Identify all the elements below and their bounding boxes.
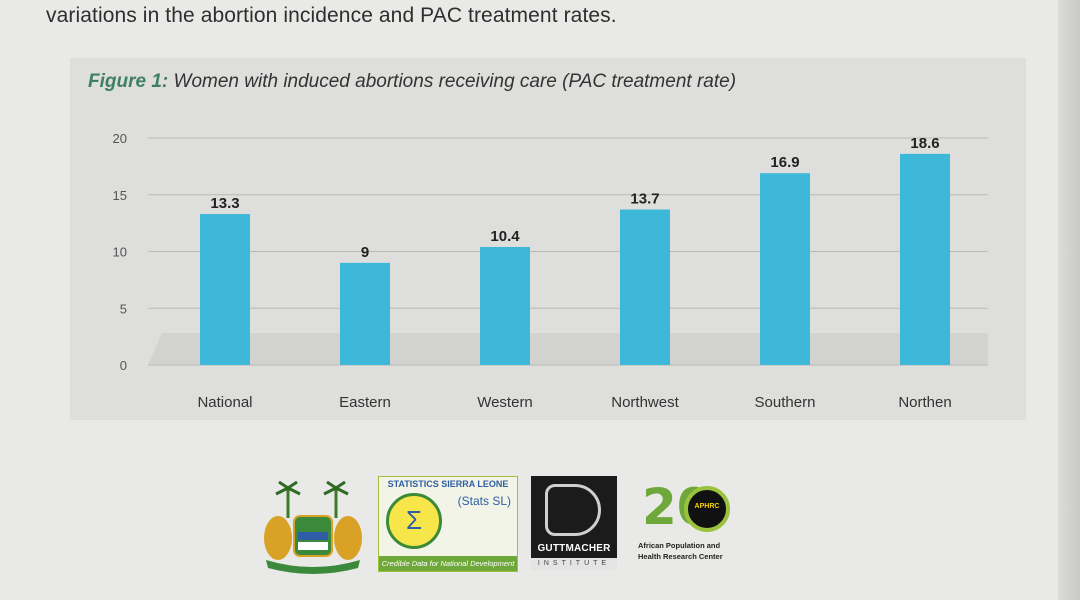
stats-sl-tagline: Credible Data for National Development [379,556,517,571]
figure-caption: Figure 1: Women with induced abortions r… [88,71,736,93]
figure-caption-text: Women with induced abortions receiving c… [173,71,737,92]
page-edge [1058,0,1080,600]
bar [480,246,530,365]
guttmacher-sub: INSTITUTE [531,558,617,570]
x-category-label: Southern [755,394,816,411]
x-category-label: Northen [898,394,951,411]
guttmacher-mark-icon [545,484,601,536]
stats-sl-title: STATISTICS SIERRA LEONE [387,479,509,489]
logo-strip: STATISTICS SIERRA LEONE (Stats SL) Σ Cre… [0,440,1080,600]
bar-value-label: 13.7 [630,191,659,208]
stats-sl-seal-icon: Σ [386,493,442,549]
y-tick-label: 5 [120,301,127,316]
bar [200,214,250,365]
bar [620,209,670,365]
bar [340,262,390,365]
stats-sl-abbr: (Stats SL) [457,494,511,508]
bar-value-label: 9 [361,244,369,261]
guttmacher-name: GUTTMACHER [537,543,611,554]
y-tick-label: 0 [120,358,127,373]
guttmacher-logo: GUTTMACHER INSTITUTE [531,476,617,570]
bar-chart: 0 5 10 15 20 13.3 National 9 Eastern 10.4 Western 1… [113,131,988,411]
bar [760,173,810,365]
aphrc-badge-icon: APHRC [684,486,730,532]
aphrc-badge-text: APHRC [694,503,720,510]
y-tick-label: 10 [113,245,127,260]
bar [900,153,950,365]
figure-label: Figure 1: [88,71,169,92]
x-category-label: Northwest [611,394,679,411]
sigma-symbol: Σ [405,505,423,535]
intro-text: variations in the abortion incidence and… [46,4,617,27]
bar-value-label: 10.4 [490,228,520,245]
chart-floor [148,333,988,365]
bar-value-label: 13.3 [210,195,239,212]
x-category-label: Eastern [339,394,391,411]
bar-value-label: 16.9 [770,154,799,171]
stats-sl-logo: STATISTICS SIERRA LEONE (Stats SL) Σ Cre… [378,476,518,572]
aphrc-name: African Population and Health Research C… [638,541,723,561]
y-tick-label: 20 [113,131,127,146]
x-category-label: Western [477,394,533,411]
bar-value-label: 18.6 [910,135,939,152]
x-category-label: National [197,394,252,411]
aphrc-logo: 20 APHRC African Population and Health R… [632,478,742,570]
sierra-leone-coat-of-arms-logo [264,480,362,574]
y-tick-label: 15 [113,188,127,203]
